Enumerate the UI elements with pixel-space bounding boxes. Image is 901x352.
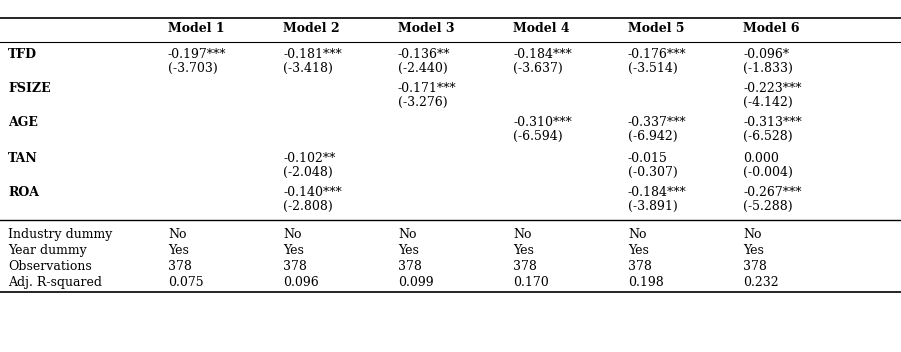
Text: 378: 378 bbox=[283, 260, 307, 273]
Text: 378: 378 bbox=[168, 260, 192, 273]
Text: Yes: Yes bbox=[743, 244, 764, 257]
Text: (-0.307): (-0.307) bbox=[628, 166, 678, 179]
Text: No: No bbox=[628, 228, 647, 241]
Text: FSIZE: FSIZE bbox=[8, 82, 50, 95]
Text: (-3.418): (-3.418) bbox=[283, 62, 332, 75]
Text: 0.170: 0.170 bbox=[513, 276, 549, 289]
Text: -0.184***: -0.184*** bbox=[513, 48, 572, 61]
Text: 0.096: 0.096 bbox=[283, 276, 319, 289]
Text: -0.136**: -0.136** bbox=[398, 48, 450, 61]
Text: -0.176***: -0.176*** bbox=[628, 48, 687, 61]
Text: ROA: ROA bbox=[8, 186, 39, 199]
Text: Model 2: Model 2 bbox=[283, 22, 340, 35]
Text: Yes: Yes bbox=[628, 244, 649, 257]
Text: (-2.808): (-2.808) bbox=[283, 200, 332, 213]
Text: Yes: Yes bbox=[283, 244, 304, 257]
Text: -0.181***: -0.181*** bbox=[283, 48, 341, 61]
Text: Model 1: Model 1 bbox=[168, 22, 224, 35]
Text: (-5.288): (-5.288) bbox=[743, 200, 793, 213]
Text: Adj. R-squared: Adj. R-squared bbox=[8, 276, 102, 289]
Text: (-2.048): (-2.048) bbox=[283, 166, 332, 179]
Text: TAN: TAN bbox=[8, 152, 38, 165]
Text: -0.197***: -0.197*** bbox=[168, 48, 226, 61]
Text: Model 5: Model 5 bbox=[628, 22, 685, 35]
Text: -0.184***: -0.184*** bbox=[628, 186, 687, 199]
Text: (-2.440): (-2.440) bbox=[398, 62, 448, 75]
Text: (-6.594): (-6.594) bbox=[513, 130, 562, 143]
Text: Model 3: Model 3 bbox=[398, 22, 454, 35]
Text: Model 6: Model 6 bbox=[743, 22, 799, 35]
Text: No: No bbox=[283, 228, 302, 241]
Text: 378: 378 bbox=[743, 260, 767, 273]
Text: 0.075: 0.075 bbox=[168, 276, 204, 289]
Text: TFD: TFD bbox=[8, 48, 37, 61]
Text: -0.337***: -0.337*** bbox=[628, 116, 687, 129]
Text: Observations: Observations bbox=[8, 260, 92, 273]
Text: 0.000: 0.000 bbox=[743, 152, 778, 165]
Text: -0.310***: -0.310*** bbox=[513, 116, 572, 129]
Text: (-3.514): (-3.514) bbox=[628, 62, 678, 75]
Text: -0.223***: -0.223*** bbox=[743, 82, 802, 95]
Text: (-3.891): (-3.891) bbox=[628, 200, 678, 213]
Text: Industry dummy: Industry dummy bbox=[8, 228, 113, 241]
Text: Yes: Yes bbox=[398, 244, 419, 257]
Text: (-4.142): (-4.142) bbox=[743, 96, 793, 109]
Text: 378: 378 bbox=[398, 260, 422, 273]
Text: (-3.637): (-3.637) bbox=[513, 62, 563, 75]
Text: -0.096*: -0.096* bbox=[743, 48, 789, 61]
Text: Yes: Yes bbox=[513, 244, 534, 257]
Text: -0.102**: -0.102** bbox=[283, 152, 335, 165]
Text: 0.232: 0.232 bbox=[743, 276, 778, 289]
Text: 0.198: 0.198 bbox=[628, 276, 664, 289]
Text: -0.140***: -0.140*** bbox=[283, 186, 341, 199]
Text: No: No bbox=[168, 228, 187, 241]
Text: 0.099: 0.099 bbox=[398, 276, 433, 289]
Text: (-6.528): (-6.528) bbox=[743, 130, 793, 143]
Text: Year dummy: Year dummy bbox=[8, 244, 86, 257]
Text: 378: 378 bbox=[628, 260, 652, 273]
Text: (-1.833): (-1.833) bbox=[743, 62, 793, 75]
Text: No: No bbox=[513, 228, 532, 241]
Text: No: No bbox=[398, 228, 416, 241]
Text: No: No bbox=[743, 228, 761, 241]
Text: -0.267***: -0.267*** bbox=[743, 186, 802, 199]
Text: (-6.942): (-6.942) bbox=[628, 130, 678, 143]
Text: (-3.276): (-3.276) bbox=[398, 96, 448, 109]
Text: AGE: AGE bbox=[8, 116, 38, 129]
Text: -0.015: -0.015 bbox=[628, 152, 668, 165]
Text: (-0.004): (-0.004) bbox=[743, 166, 793, 179]
Text: -0.171***: -0.171*** bbox=[398, 82, 457, 95]
Text: Model 4: Model 4 bbox=[513, 22, 569, 35]
Text: Yes: Yes bbox=[168, 244, 189, 257]
Text: -0.313***: -0.313*** bbox=[743, 116, 802, 129]
Text: 378: 378 bbox=[513, 260, 537, 273]
Text: (-3.703): (-3.703) bbox=[168, 62, 218, 75]
